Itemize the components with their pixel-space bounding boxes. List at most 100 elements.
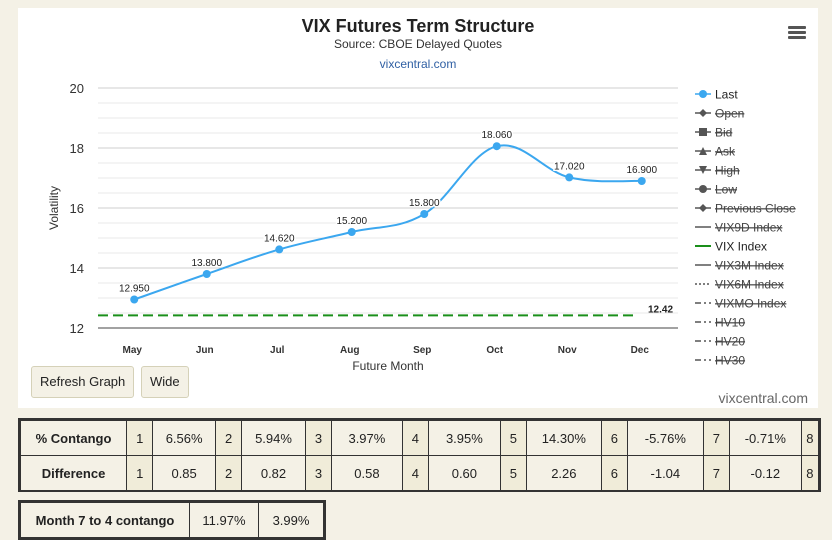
source-link[interactable]: vixcentral.com bbox=[379, 57, 457, 71]
row-index-cell: 3 bbox=[304, 455, 333, 491]
x-tick-label: Aug bbox=[340, 345, 359, 356]
legend-item[interactable]: VIXMO Index bbox=[695, 297, 786, 311]
chart-subtitle: Source: CBOE Delayed Quotes bbox=[333, 37, 503, 51]
legend-item[interactable]: Low bbox=[695, 183, 737, 197]
legend-label: Open bbox=[715, 107, 744, 121]
hamburger-menu-icon[interactable] bbox=[788, 26, 806, 40]
contango-table-frame: % Contango 1 6.56% 2 5.94% 3 3.97% 4 3.95% 5 14.3… bbox=[18, 418, 821, 492]
x-tick-label: Sep bbox=[413, 345, 431, 356]
data-label: 15.200 bbox=[336, 216, 367, 227]
data-point bbox=[492, 142, 501, 151]
value-cell: 0.60 bbox=[428, 455, 501, 491]
row-index-cell: 6 bbox=[600, 455, 628, 491]
data-label: 12.950 bbox=[119, 284, 150, 295]
y-tick-label: 20 bbox=[70, 81, 84, 96]
wide-button[interactable]: Wide bbox=[141, 366, 189, 398]
value-cell: -1.04 bbox=[626, 455, 704, 491]
legend-item[interactable]: Open bbox=[695, 107, 744, 121]
legend-item[interactable]: VIX9D Index bbox=[695, 221, 782, 235]
data-point bbox=[347, 228, 356, 236]
row-index-cell: 1 bbox=[126, 420, 154, 456]
chart-canvas: 12 14 16 18 20 May Jun Jul Aug Sep Oct Nov Dec Future… bbox=[47, 81, 796, 373]
data-label: 17.020 bbox=[554, 161, 585, 172]
legend-label: Bid bbox=[715, 126, 732, 140]
row-index-cell: 2 bbox=[214, 455, 243, 491]
data-label: 18.060 bbox=[481, 130, 512, 141]
value-cell: 0.85 bbox=[152, 455, 216, 491]
y-tick-label: 16 bbox=[70, 201, 84, 216]
x-tick-label: Nov bbox=[558, 345, 577, 356]
legend-label: VIX6M Index bbox=[715, 278, 784, 292]
data-label: 14.620 bbox=[264, 233, 295, 244]
row-index-cell: 3 bbox=[304, 420, 333, 456]
legend-label: High bbox=[715, 164, 740, 178]
value-cell: 3.95% bbox=[428, 420, 501, 456]
x-axis-title: Future Month bbox=[352, 359, 423, 373]
data-point bbox=[275, 245, 284, 254]
refresh-graph-button[interactable]: Refresh Graph bbox=[31, 366, 135, 398]
x-tick-label: Jun bbox=[196, 345, 214, 356]
value-cell: -0.71% bbox=[728, 420, 802, 456]
legend-item[interactable]: VIX6M Index bbox=[695, 278, 784, 292]
value-cell: 0.82 bbox=[241, 455, 306, 491]
month-contango-table: Month 7 to 4 contango 11.97% 3.99% bbox=[20, 502, 324, 538]
data-point bbox=[637, 177, 646, 185]
value-cell: 6.56% bbox=[152, 420, 216, 456]
legend-diamond-icon bbox=[699, 204, 707, 212]
value-cell: 5.94% bbox=[241, 420, 306, 456]
data-point bbox=[420, 210, 429, 218]
data-label: 15.800 bbox=[409, 198, 440, 209]
data-label: 16.900 bbox=[626, 165, 657, 176]
y-axis-title: Volatility bbox=[47, 186, 61, 230]
last-series-line bbox=[133, 144, 642, 301]
legend-label: HV20 bbox=[715, 335, 745, 349]
legend-label: VIX9D Index bbox=[715, 221, 782, 235]
credit-link[interactable]: vixcentral.com bbox=[718, 390, 808, 406]
legend-item[interactable]: Ask bbox=[695, 145, 736, 159]
legend-item[interactable]: VIX Index bbox=[695, 240, 767, 254]
row-index-cell: 2 bbox=[214, 420, 243, 456]
data-label: 13.800 bbox=[191, 258, 222, 269]
row-index-cell: 1 bbox=[126, 455, 154, 491]
legend-item[interactable]: Previous Close bbox=[695, 202, 796, 216]
legend-item[interactable]: Last bbox=[695, 88, 738, 102]
y-tick-label: 18 bbox=[70, 141, 84, 156]
table-row: % Contango 1 6.56% 2 5.94% 3 3.97% 4 3.95% 5 14.3… bbox=[19, 420, 820, 456]
value-cell: 14.30% bbox=[525, 420, 602, 456]
legend-item[interactable]: HV30 bbox=[695, 354, 745, 368]
legend-item[interactable]: HV10 bbox=[695, 316, 745, 330]
legend-label: Low bbox=[715, 183, 737, 197]
legend-label: Previous Close bbox=[715, 202, 796, 216]
value-cell: 0.58 bbox=[331, 455, 403, 491]
legend-circle-icon bbox=[699, 90, 707, 98]
legend-item[interactable]: Bid bbox=[695, 126, 732, 140]
contango-table: % Contango 1 6.56% 2 5.94% 3 3.97% 4 3.95% 5 14.3… bbox=[19, 420, 820, 491]
x-tick-label: Dec bbox=[631, 345, 650, 356]
y-tick-label: 14 bbox=[70, 261, 84, 276]
row-index-cell: 7 bbox=[702, 455, 730, 491]
legend-label: VIX3M Index bbox=[715, 259, 784, 273]
y-tick-label: 12 bbox=[70, 321, 84, 336]
row-index-cell: 4 bbox=[401, 455, 430, 491]
legend-label: VIXMO Index bbox=[715, 297, 786, 311]
data-point bbox=[130, 295, 139, 304]
legend-label: HV10 bbox=[715, 316, 745, 330]
month-contango-value: 11.97% bbox=[189, 502, 259, 538]
contango-label: % Contango bbox=[19, 420, 128, 456]
legend-item[interactable]: High bbox=[695, 164, 740, 178]
value-cell: 2.26 bbox=[525, 455, 602, 491]
legend-circle-icon bbox=[699, 185, 707, 193]
row-index-cell: 4 bbox=[401, 420, 430, 456]
legend-label: Last bbox=[715, 88, 738, 102]
table-row: Difference 1 0.85 2 0.82 3 0.58 4 0.60 5 2.26 6 -1.… bbox=[19, 455, 820, 491]
x-tick-label: Oct bbox=[486, 345, 503, 356]
legend-item[interactable]: VIX3M Index bbox=[695, 259, 784, 273]
legend-triangle-down-icon bbox=[699, 166, 707, 174]
table-row: Month 7 to 4 contango 11.97% 3.99% bbox=[20, 502, 324, 538]
x-tick-label: Jul bbox=[270, 345, 285, 356]
value-cell: -0.12 bbox=[728, 455, 802, 491]
value-cell: 3.97% bbox=[331, 420, 403, 456]
month-contango-label: Month 7 to 4 contango bbox=[20, 502, 190, 538]
legend-item[interactable]: HV20 bbox=[695, 335, 745, 349]
legend-label: VIX Index bbox=[715, 240, 767, 254]
